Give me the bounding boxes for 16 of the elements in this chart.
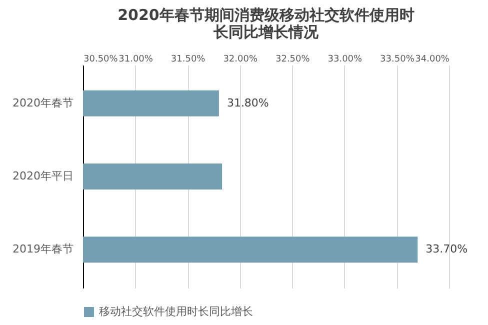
x-tick-label: 32.50% [275,54,310,64]
x-tick-label: 33.00% [328,54,363,64]
text: 长同比增长情况 [214,23,318,41]
legend-label: 移动社交软件使用时长同比增长 [99,305,253,318]
x-tick-label: 32.00% [223,54,258,64]
x-tick-label: 30.50% [84,54,118,64]
x-tick-label: 31.00% [118,54,154,64]
x-tick-label: 34.00% [415,54,450,64]
y-tick-label: 2020年平日 [12,170,74,182]
text: 31.80% [226,96,269,110]
y-tick-label: 2019年春节 [12,242,74,256]
y-tick-label: 2020年春节 [12,96,74,110]
x-tick-label: 31.50% [170,54,206,64]
x-tick-label: 33.50% [380,54,415,64]
text: 33.70% [426,242,468,256]
text: 2020年春节期间消费级移动社交软件使用时 [118,6,414,24]
